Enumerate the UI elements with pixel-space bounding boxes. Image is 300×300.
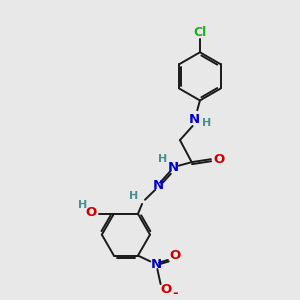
Text: H: H	[158, 154, 167, 164]
Text: N: N	[153, 179, 164, 192]
Text: N: N	[168, 161, 179, 174]
Text: N: N	[189, 113, 200, 126]
Text: H: H	[77, 200, 87, 210]
Text: H: H	[129, 190, 139, 201]
Text: O: O	[161, 284, 172, 296]
Text: O: O	[85, 206, 97, 219]
Text: Cl: Cl	[193, 26, 207, 39]
Text: O: O	[213, 153, 225, 166]
Text: H: H	[202, 118, 211, 128]
Text: N: N	[151, 258, 162, 272]
Text: O: O	[169, 249, 181, 262]
Text: -: -	[172, 287, 178, 300]
